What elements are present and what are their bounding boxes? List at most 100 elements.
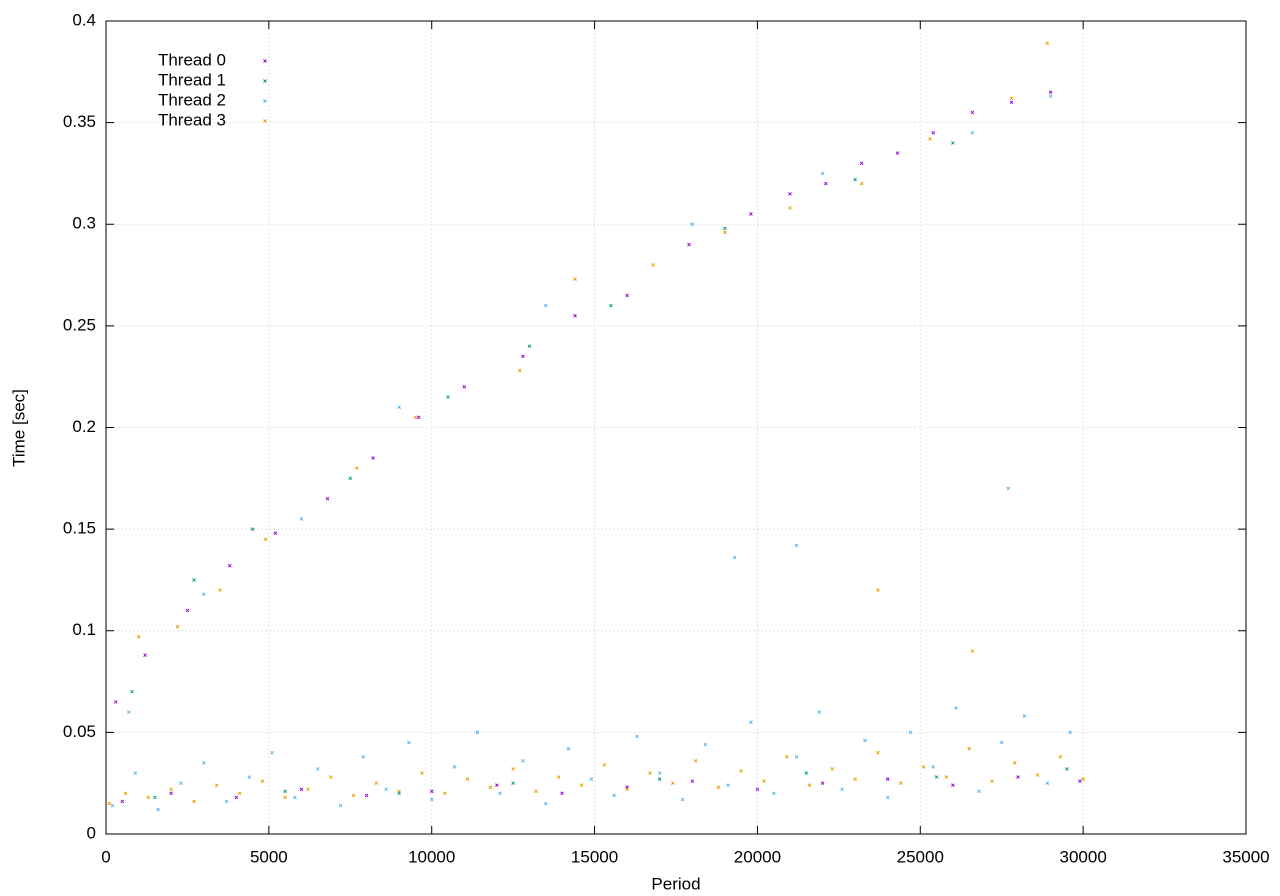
point [1035, 773, 1040, 777]
point [625, 293, 629, 298]
point [1016, 775, 1020, 779]
point [573, 277, 577, 281]
point [690, 222, 695, 227]
point [123, 791, 128, 796]
point [651, 263, 656, 267]
point [560, 791, 564, 796]
point [192, 799, 196, 804]
point [227, 563, 232, 568]
point [237, 791, 242, 796]
point [794, 543, 799, 548]
point [609, 303, 613, 308]
legend-label: Thread 3 [158, 110, 226, 129]
point [784, 754, 789, 759]
point [863, 738, 867, 743]
point [817, 710, 822, 714]
point [762, 779, 766, 783]
point [1081, 777, 1085, 781]
point [361, 754, 366, 759]
point [107, 801, 112, 806]
point [397, 789, 401, 794]
point [1068, 730, 1072, 735]
point [934, 775, 939, 779]
point [234, 795, 239, 800]
point [348, 476, 353, 481]
point [1078, 779, 1082, 783]
point [824, 181, 828, 186]
point [143, 653, 147, 657]
point [169, 787, 173, 792]
point [895, 151, 900, 155]
point [136, 635, 141, 639]
point [732, 555, 737, 560]
y-tick-label: 0.35 [63, 112, 96, 131]
y-tick-label: 0.25 [63, 315, 96, 334]
point [908, 730, 913, 735]
point [283, 795, 287, 800]
y-axis-label: Time [sec] [9, 389, 28, 467]
point [299, 787, 304, 792]
point [462, 385, 467, 389]
point [690, 779, 695, 783]
point [579, 783, 584, 788]
point [693, 759, 698, 763]
point [511, 781, 515, 786]
point [1045, 41, 1050, 46]
point [146, 795, 151, 800]
x-tick-label: 20000 [734, 847, 781, 866]
point [351, 793, 356, 798]
legend-marker [263, 59, 267, 63]
x-tick-label: 15000 [571, 847, 618, 866]
point [250, 527, 255, 531]
point [169, 791, 173, 796]
point [420, 771, 424, 775]
point [840, 787, 844, 792]
point [498, 791, 502, 796]
point [354, 466, 359, 470]
point [928, 137, 932, 141]
point [723, 226, 727, 231]
legend-label: Thread 2 [158, 90, 226, 109]
y-tick-label: 0.2 [72, 417, 96, 436]
point [625, 787, 629, 792]
point [999, 740, 1004, 745]
y-tick-label: 0 [87, 823, 96, 842]
point [739, 769, 743, 773]
point [452, 765, 457, 769]
point [931, 765, 936, 769]
point [648, 771, 652, 775]
point [970, 110, 975, 115]
point [429, 797, 434, 802]
y-tick-label: 0.4 [72, 10, 96, 29]
legend-label: Thread 0 [158, 50, 226, 69]
x-tick-label: 5000 [250, 847, 288, 866]
point [716, 785, 721, 790]
point [970, 649, 975, 653]
point [446, 395, 450, 399]
point [885, 795, 890, 800]
point [859, 181, 864, 186]
point [921, 765, 926, 769]
point [794, 754, 799, 759]
x-tick-label: 10000 [408, 847, 455, 866]
point [517, 368, 522, 373]
point [723, 230, 727, 235]
point [951, 783, 955, 788]
point [807, 783, 812, 788]
point [224, 799, 229, 804]
point [977, 789, 981, 794]
point [967, 746, 971, 751]
point [703, 742, 708, 747]
point [299, 517, 304, 521]
point [898, 781, 903, 786]
point [657, 777, 662, 781]
point [1009, 96, 1014, 101]
point [384, 787, 388, 792]
point [657, 771, 662, 775]
point [260, 779, 265, 783]
point [944, 775, 949, 779]
point [602, 763, 607, 767]
point [153, 795, 157, 800]
point [749, 212, 753, 216]
